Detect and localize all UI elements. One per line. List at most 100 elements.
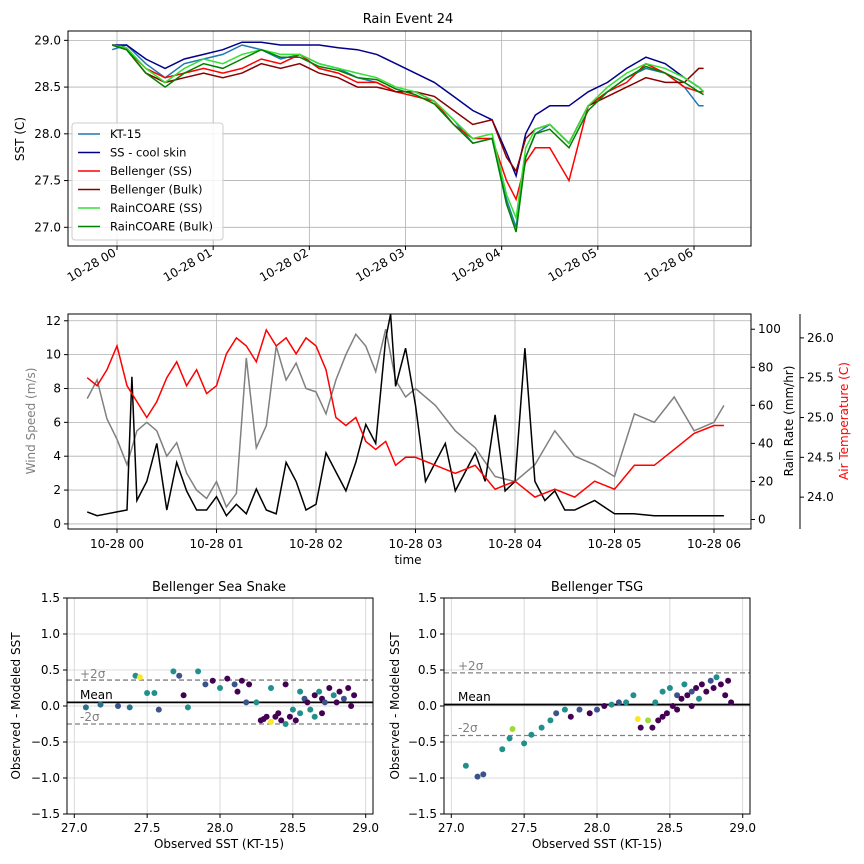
wind-y-tick-label-0: 0 [53, 517, 61, 531]
tsg-y-tick-label-1: −1.0 [408, 771, 437, 785]
sst-y-tick-label-1: 27.5 [34, 174, 61, 188]
sea-snake-point-42 [321, 699, 328, 706]
sst-series-raincoare-ss [112, 44, 705, 221]
tsg-y-tick-label-0: −1.5 [408, 807, 437, 821]
tsg-point-9 [547, 717, 554, 724]
sea-snake-point-29 [275, 710, 282, 717]
sst-y-tick-label-3: 28.5 [34, 80, 61, 94]
wind-y-tick-label-2: 4 [53, 449, 61, 463]
airtemp-y-tick-label-0: 24.0 [807, 490, 834, 504]
wind-y-tick-label-3: 6 [53, 415, 61, 429]
sst-series-raincoare-bulk [111, 44, 704, 233]
tsg-y-tick-label-5: 1.0 [418, 627, 437, 641]
sea-snake-point-17 [224, 675, 231, 682]
sea-snake-point-35 [297, 710, 304, 717]
sst-legend-label-bellenger-bulk: Bellenger (Bulk) [110, 183, 202, 197]
tsg-point-37 [696, 695, 702, 702]
airtemp-y-tick-label-3: 25.5 [807, 371, 834, 385]
tsg-point-4 [506, 735, 513, 742]
sea-snake-point-50 [351, 692, 358, 699]
airtemp-y-ticks: 24.0 24.5 25.0 25.5 26.0 [800, 331, 834, 504]
tsg-point-28 [663, 710, 670, 717]
tsg-point-18 [615, 699, 622, 706]
tsg-plus-2sigma-label: +2σ [458, 659, 484, 673]
tsg-point-31 [674, 692, 681, 699]
tsg-y-tick-label-4: 0.5 [418, 663, 437, 677]
sea-snake-y-axis-label: Observed - Modeled SST [9, 632, 23, 780]
tsg-minus-2sigma-label: -2σ [458, 721, 478, 735]
sea-snake-y-ticks: −1.5 −1.0 −0.5 0.0 0.5 1.0 1.5 [31, 591, 67, 821]
sea-snake-point-14 [202, 681, 209, 688]
met-x-ticks: 10-28 00 10-28 01 10-28 02 10-28 03 10-28 04… [90, 529, 741, 551]
sst-plot-frame [67, 30, 752, 247]
tsg-point-0 [462, 762, 469, 769]
tsg-point-29 [666, 685, 673, 691]
tsg-point-23 [645, 717, 651, 724]
sea-snake-point-3 [126, 704, 133, 711]
tsg-point-2 [480, 771, 487, 778]
airtemp-y-tick-label-2: 25.0 [807, 411, 834, 425]
sea-snake-point-22 [246, 681, 253, 688]
sea-snake-point-0 [82, 704, 89, 711]
tsg-point-42 [713, 674, 720, 681]
sea-snake-point-55 [268, 685, 274, 691]
sea-snake-point-52 [319, 710, 325, 717]
airtemp-y-axis-label: Air Temperature (C) [837, 362, 851, 480]
tsg-point-8 [538, 724, 545, 731]
sea-snake-point-49 [348, 703, 355, 709]
tsg-point-11 [561, 706, 568, 713]
sst-legend-label-raincoare-ss: RainCOARE (SS) [110, 201, 203, 215]
sea-snake-point-39 [311, 692, 318, 699]
sea-snake-point-30 [278, 717, 285, 724]
sea-snake-point-33 [289, 706, 296, 713]
met-x-axis-label: time [394, 553, 421, 567]
sst-series-bellenger-bulk [111, 44, 704, 173]
sea-snake-point-15 [209, 677, 216, 684]
sst-y-tick-label-4: 29.0 [34, 33, 61, 47]
met-x-tick-label-2: 10-28 02 [289, 537, 343, 551]
scatter-title-tsg: Bellenger TSG [551, 580, 643, 595]
tsg-x-tick-label-0: 27.0 [438, 821, 465, 835]
tsg-point-3 [499, 746, 506, 753]
sea-snake-point-1 [97, 701, 104, 708]
tsg-point-7 [528, 731, 535, 738]
sst-legend-label-raincoare-bulk: RainCOARE (Bulk) [110, 220, 213, 234]
sea-snake-x-axis-label: Observed SST (KT-15) [154, 837, 284, 851]
tsg-point-38 [698, 681, 705, 688]
wind-y-tick-label-6: 12 [46, 314, 61, 328]
sea-snake-x-tick-label-2: 28.0 [207, 821, 234, 835]
sst-y-ticks: 27.0 27.5 28.0 28.5 29.0 [34, 33, 68, 234]
tsg-point-26 [655, 717, 662, 724]
met-lines [86, 313, 725, 518]
sea-snake-x-tick-label-1: 27.5 [134, 821, 161, 835]
tsg-y-tick-label-2: −0.5 [408, 735, 437, 749]
met-series-rain-rate-mm-hr [86, 313, 724, 518]
tsg-mean-label: Mean [458, 690, 491, 704]
tsg-point-12 [567, 713, 574, 720]
airtemp-y-tick-label-4: 26.0 [807, 331, 834, 345]
sea-snake-y-tick-label-1: −1.0 [31, 771, 60, 785]
tsg-x-ticks: 27.0 27.5 28.0 28.5 29.0 [438, 814, 756, 835]
sea-snake-minus-2sigma-label: -2σ [80, 710, 100, 724]
sea-snake-point-46 [336, 688, 343, 695]
sea-snake-point-40 [316, 688, 323, 695]
sea-snake-point-7 [151, 690, 158, 696]
met-x-tick-label-4: 10-28 04 [488, 537, 542, 551]
sea-snake-point-51 [311, 713, 318, 720]
sst-y-tick-label-0: 27.0 [34, 220, 61, 234]
sea-snake-point-34 [292, 717, 299, 724]
sea-snake-point-12 [184, 704, 191, 711]
wind-y-tick-label-4: 8 [53, 381, 61, 395]
sst-y-axis-label: SST (C) [13, 117, 27, 161]
tsg-point-10 [553, 710, 560, 717]
tsg-point-40 [707, 677, 714, 684]
rain-y-tick-label-0: 0 [758, 512, 766, 526]
sea-snake-point-13 [195, 668, 202, 675]
tsg-x-tick-label-4: 29.0 [729, 821, 756, 835]
rain-y-axis-label: Rain Rate (mm/hr) [782, 366, 796, 477]
sea-snake-x-tick-label-4: 29.0 [352, 821, 379, 835]
met-x-tick-label-3: 10-28 03 [389, 537, 443, 551]
tsg-x-axis-label: Observed SST (KT-15) [532, 837, 662, 851]
chart-title-rain-event: Rain Event 24 [363, 12, 454, 27]
